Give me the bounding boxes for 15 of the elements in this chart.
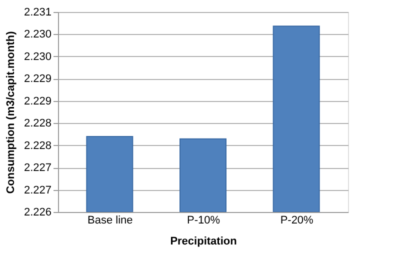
y-tick-label: 2.231 bbox=[24, 6, 52, 18]
y-tick-label: 2.226 bbox=[24, 206, 52, 218]
y-tick-label: 2.228 bbox=[24, 140, 52, 152]
x-tick-label: P-20% bbox=[280, 214, 314, 226]
y-tick-label: 2.227 bbox=[24, 162, 52, 174]
y-tick-label: 2.228 bbox=[24, 118, 52, 130]
x-tick-label: P-10% bbox=[186, 214, 220, 226]
y-tick-label: 2.230 bbox=[24, 28, 52, 41]
y-tick-label: 2.230 bbox=[24, 50, 52, 63]
y-tick-label: 2.229 bbox=[24, 95, 52, 108]
x-tick-label: Base line bbox=[88, 214, 133, 226]
y-axis-title: Consumption (m3/capit.month) bbox=[4, 30, 17, 194]
y-tick-label: 2.229 bbox=[24, 73, 52, 86]
y-tick-label: 2.227 bbox=[24, 184, 52, 196]
x-axis-title: Precipitation bbox=[170, 236, 238, 248]
